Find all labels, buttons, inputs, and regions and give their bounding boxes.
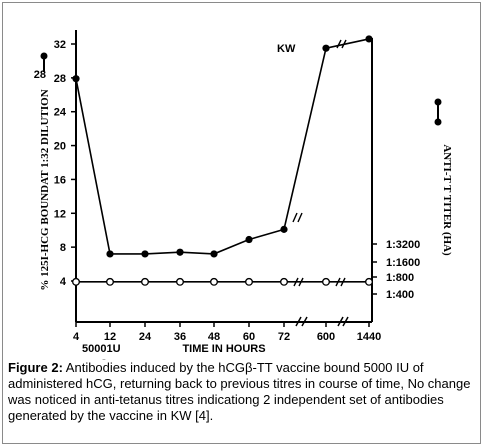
anti-tt-titer-point	[141, 277, 149, 286]
x-tick-label: 72	[278, 331, 290, 343]
x-tick-label: 36	[174, 331, 186, 343]
figure-border	[2, 2, 481, 444]
series-break	[297, 212, 303, 223]
hcg-binding-point	[210, 250, 218, 258]
subject-annotation: KW	[277, 43, 296, 55]
hcg-binding-point	[322, 44, 330, 52]
caption-text: Antibodies induced by the hCGβ-TT vaccin…	[8, 360, 471, 423]
anti-tt-titer-point	[210, 277, 218, 286]
anti-tt-titer-point	[365, 277, 373, 286]
y-right-tick-label: 1:3200	[386, 239, 420, 251]
anti-tt-titer-point	[245, 277, 253, 286]
x-tick-label: 12	[104, 331, 116, 343]
y-left-tick-label: 12	[54, 208, 66, 220]
y-right-tick-label: 1:800	[386, 272, 414, 284]
hcg-binding-line	[75, 38, 370, 255]
series-break	[335, 277, 341, 287]
x-tick-label: 600	[317, 331, 335, 343]
y-left-tick-label: 20	[54, 141, 66, 153]
figure-caption: Figure 2: Antibodies induced by the hCGβ…	[8, 360, 478, 424]
hcg-binding-point	[141, 250, 149, 258]
y-left-axis-title: % 125I-HCG BOUNDAT 1:32 DILUTION	[39, 89, 51, 290]
hcg-binding-point	[72, 75, 80, 83]
y-left-tick-label: 16	[54, 174, 66, 186]
x-axis-break	[295, 316, 302, 327]
series-break	[293, 277, 299, 287]
anti-tt-titer-point	[280, 277, 288, 286]
x-tick-label: 1440	[357, 331, 381, 343]
right-axis-marker-dot	[434, 98, 442, 106]
left-axis-marker-dot	[40, 52, 48, 60]
hcg-binding-point	[245, 235, 253, 244]
anti-tt-titer-point	[176, 277, 184, 286]
y-right-axis-title: ANTI-T T TITER (HA)	[441, 144, 453, 256]
hcg-binding-point	[106, 250, 114, 258]
caption-label: Figure 2:	[8, 360, 63, 375]
hcg-binding-point	[176, 248, 184, 256]
anti-tt-titer-point	[106, 277, 114, 286]
y-right-tick-label: 1:400	[386, 289, 414, 301]
x-axis-title: TIME IN HOURS	[182, 343, 265, 355]
hcg-binding-point	[365, 35, 373, 43]
y-left-tick-label: 4	[60, 276, 67, 288]
series-break	[341, 39, 347, 49]
x-tick-label: 48	[208, 331, 220, 343]
series-break	[292, 212, 298, 223]
x-tick-label: 4	[73, 331, 80, 343]
y-left-tick-label: 24	[54, 107, 67, 119]
hcg-binding-point	[280, 225, 288, 233]
series-break	[336, 39, 342, 49]
y-right-tick-label: 1:1600	[386, 257, 420, 269]
anti-tt-titer-point	[322, 277, 330, 286]
x-tick-label: 60	[243, 331, 255, 343]
dose-label: 50001U	[82, 343, 121, 355]
right-axis-marker-dot	[434, 118, 442, 126]
y-left-tick-label: 8	[60, 242, 66, 254]
y-left-tick-label: 32	[54, 39, 66, 51]
x-axis-break	[301, 316, 308, 327]
anti-tt-titer-point	[72, 277, 80, 286]
y-left-tick-label: 28	[54, 73, 66, 85]
series-break	[298, 277, 304, 287]
series-break	[340, 277, 346, 287]
x-axis-break	[337, 316, 344, 327]
y-left-extra-label: 28	[34, 69, 46, 81]
x-axis-break	[342, 316, 349, 327]
x-tick-label: 24	[139, 331, 152, 343]
dose-label-extra: -	[102, 354, 106, 360]
